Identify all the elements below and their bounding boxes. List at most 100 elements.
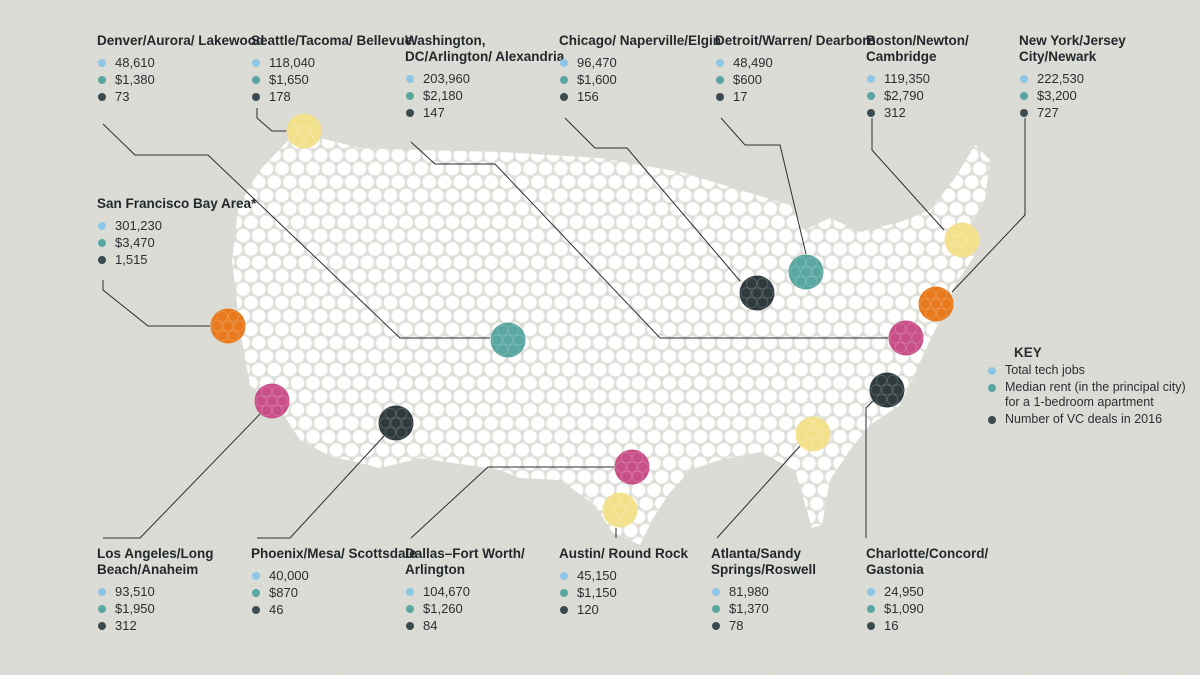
city-marker[interactable]: [869, 372, 905, 408]
map-hex-cell: [398, 509, 414, 525]
map-hex-cell: [537, 241, 554, 257]
map-hex-cell: [693, 644, 707, 658]
map-hex-cell: [748, 657, 762, 671]
map-hex-cell: [491, 134, 507, 150]
metro-name: Boston/Newton/ Cambridge: [866, 33, 969, 64]
map-hex-cell: [638, 415, 655, 431]
map-hex-cell: [746, 388, 763, 405]
jobs-row: 301,230: [97, 217, 267, 234]
city-marker[interactable]: [602, 492, 638, 528]
map-hex-cell: [367, 455, 383, 472]
map-hex-cell: [281, 361, 298, 378]
city-marker[interactable]: [490, 322, 526, 358]
leader-line: [256, 108, 288, 132]
map-hex-cell: [560, 495, 577, 512]
map-hex-cell: [390, 388, 407, 405]
map-hex-cell: [957, 644, 971, 658]
map-hex-cell: [523, 644, 537, 658]
map-hex-cell: [793, 388, 810, 405]
map-hex-cell: [452, 361, 469, 378]
map-hex-cell: [801, 375, 817, 391]
map-hex-cell: [925, 375, 941, 391]
map-hex-cell: [686, 630, 700, 644]
city-marker[interactable]: [254, 383, 290, 419]
map-hex-cell: [762, 468, 779, 485]
map-hex-cell: [267, 630, 281, 644]
city-marker[interactable]: [378, 405, 414, 441]
map-hex-cell: [405, 468, 422, 485]
map-hex-cell: [770, 455, 786, 472]
map-hex-cell: [545, 147, 562, 163]
map-hex-cell: [483, 174, 500, 190]
city-marker[interactable]: [614, 449, 650, 485]
city-marker[interactable]: [210, 308, 246, 344]
map-hex-cell: [491, 375, 507, 391]
map-hex-cell: [258, 187, 275, 204]
map-hex-cell: [872, 657, 886, 671]
map-hex-cell: [429, 267, 445, 284]
map-hex-cell: [616, 644, 630, 658]
map-hex-cell: [832, 482, 848, 498]
map-hex-cell: [438, 657, 452, 671]
city-marker[interactable]: [944, 222, 980, 258]
rent-dot-icon: [252, 75, 260, 84]
map-hex-cell: [599, 401, 616, 418]
map-hex-cell: [863, 214, 879, 230]
map-hex-cell: [553, 214, 569, 230]
map-hex-cell: [940, 482, 957, 498]
map-hex-cell: [607, 361, 624, 378]
city-marker[interactable]: [888, 320, 924, 356]
map-hex-cell: [616, 617, 630, 631]
rent-row: $2,180: [405, 87, 575, 104]
map-hex-cell: [266, 442, 283, 458]
map-hex-cell: [374, 281, 391, 297]
map-hex-cell: [684, 308, 701, 324]
map-hex-cell: [870, 128, 887, 137]
map-hex-cell: [886, 227, 903, 244]
map-hex-cell: [498, 361, 515, 378]
map-hex-cell: [591, 388, 608, 405]
map-hex-cell: [359, 415, 376, 431]
jobs-dot-icon: [560, 58, 568, 67]
map-hex-cell: [739, 187, 755, 204]
map-hex-cell: [243, 482, 259, 498]
jobs-row: 104,670: [405, 583, 575, 600]
map-hex-cell: [498, 254, 515, 271]
map-hex-cell: [669, 334, 686, 351]
map-hex-cell: [963, 388, 980, 405]
map-hex-cell: [250, 334, 267, 351]
map-hex-cell: [483, 522, 500, 539]
map-hex-cell: [723, 134, 740, 150]
map-hex-cell: [971, 134, 988, 150]
rent-row: $1,650: [251, 71, 421, 88]
map-hex-cell: [429, 294, 445, 311]
map-hex-cell: [436, 361, 453, 378]
map-hex-cell: [320, 428, 337, 445]
map-hex-cell: [250, 468, 267, 485]
city-marker[interactable]: [788, 254, 824, 290]
vc-row: 312: [97, 617, 267, 634]
metro-name: Chicago/ Naperville/Elgin: [559, 33, 722, 48]
map-hex-cell: [692, 401, 709, 418]
map-hex-cell: [321, 617, 335, 631]
map-hex-cell: [213, 429, 227, 443]
map-hex-cell: [708, 134, 724, 150]
map-hex-cell: [235, 254, 252, 271]
map-hex-cell: [537, 214, 554, 230]
map-hex-cell: [275, 108, 289, 122]
vc-value: 156: [577, 89, 599, 104]
map-hex-cell: [979, 201, 990, 217]
map-hex-cell: [700, 227, 717, 244]
map-hex-cell: [901, 415, 918, 431]
map-hex-cell: [847, 321, 864, 338]
city-marker[interactable]: [795, 416, 831, 452]
map-hex-cell: [777, 442, 794, 458]
city-marker[interactable]: [286, 113, 322, 149]
map-hex-cell: [932, 254, 949, 271]
map-hex-cell: [669, 174, 686, 190]
city-marker[interactable]: [739, 275, 775, 311]
map-hex-cell: [917, 415, 934, 431]
map-hex-cell: [700, 308, 717, 324]
city-marker[interactable]: [918, 286, 954, 322]
leader-line: [871, 118, 945, 231]
